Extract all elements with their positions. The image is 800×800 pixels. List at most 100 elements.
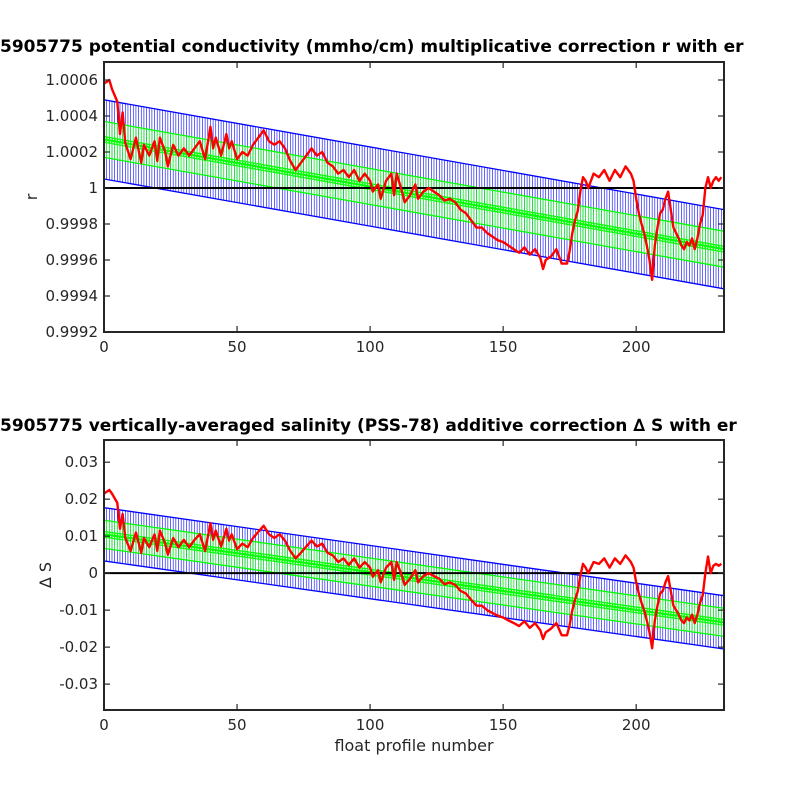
conductivity-fit-marker: [347, 179, 356, 187]
conductivity-fit-marker: [701, 242, 709, 250]
salinity-fit-marker: [406, 574, 414, 582]
conductivity-fit-marker: [592, 222, 600, 231]
salinity-plot-area: 0 50 100 150 200 -0.03 -0.02 -0.01 0 0.01 0.02 0.03: [59, 439, 725, 734]
conductivity-fit-marker: [262, 164, 270, 172]
conductivity-fit-marker: [486, 204, 494, 212]
conductivity-fit-marker: [520, 210, 529, 218]
conductivity-fit-marker: [576, 220, 584, 228]
salinity-fit-marker: [592, 600, 600, 608]
conductivity-fit-marker: [600, 224, 608, 232]
salinity-fit-marker: [635, 606, 643, 614]
salinity-fit-marker: [488, 585, 497, 594]
conductivity-fit-marker: [502, 206, 510, 215]
salinity-fit-marker: [257, 553, 265, 561]
conductivity-fit-marker: [185, 150, 193, 159]
salinity-fit-marker: [712, 617, 720, 625]
salinity-fit-marker: [321, 562, 329, 570]
salinity-fit-marker: [621, 604, 630, 612]
salinity-x-tick-label: 0: [99, 716, 109, 734]
conductivity-fit-marker: [425, 193, 433, 201]
salinity-fit-marker: [310, 560, 318, 568]
salinity-fit-marker: [587, 599, 595, 608]
conductivity-fit-marker: [217, 156, 225, 164]
conductivity-fit-marker: [339, 178, 348, 186]
conductivity-fit-marker: [467, 200, 475, 209]
conductivity-fit-marker: [582, 221, 590, 229]
salinity-fit-marker: [608, 602, 616, 611]
salinity-fit-marker: [238, 550, 246, 558]
salinity-fit-marker: [270, 554, 278, 563]
salinity-fit-marker: [715, 617, 723, 626]
conductivity-fit-marker: [270, 165, 278, 174]
conductivity-fit-marker: [342, 178, 350, 186]
salinity-fit-marker: [385, 571, 393, 579]
salinity-fit-marker: [193, 543, 201, 552]
conductivity-fit-marker: [531, 212, 539, 220]
salinity-fit-marker: [579, 598, 587, 606]
conductivity-fit-marker: [563, 217, 571, 225]
conductivity-x-tick-label: 150: [489, 338, 518, 356]
conductivity-fit-marker: [504, 207, 513, 215]
salinity-fit-marker: [305, 559, 313, 568]
conductivity-fit-marker: [220, 157, 228, 165]
salinity-fit-marker: [520, 590, 529, 598]
salinity-fit-marker: [358, 567, 366, 575]
conductivity-fit-marker: [321, 174, 329, 183]
conductivity-y-tick-label: 1.0006: [46, 71, 99, 89]
conductivity-fit-marker: [715, 244, 723, 252]
salinity-fit-marker: [624, 605, 632, 613]
salinity-fit-marker: [472, 583, 481, 591]
salinity-fit-marker: [645, 608, 654, 616]
salinity-fit-marker: [265, 554, 273, 562]
conductivity-y-tick-label: 0.9994: [46, 287, 99, 305]
conductivity-fit-marker: [315, 173, 324, 182]
conductivity-fit-marker: [560, 217, 568, 225]
salinity-fit-marker: [534, 592, 542, 600]
salinity-fit-marker: [480, 584, 489, 592]
conductivity-data-layer: [104, 78, 724, 290]
salinity-fit-marker: [252, 552, 260, 560]
salinity-fit-marker: [281, 556, 289, 564]
conductivity-fit-marker: [448, 197, 457, 205]
conductivity-fit-marker: [587, 222, 595, 230]
conductivity-error-upper-envelope: [104, 99, 724, 211]
salinity-fit-marker: [323, 562, 332, 570]
conductivity-fit-marker: [265, 165, 273, 173]
salinity-fit-marker: [313, 560, 321, 569]
salinity-fit-marker: [597, 601, 606, 609]
salinity-fit-marker: [664, 610, 672, 619]
salinity-fit-marker: [459, 581, 467, 589]
conductivity-fit-marker: [225, 157, 233, 166]
salinity-x-tick-label: 100: [356, 716, 385, 734]
conductivity-fit-marker: [318, 174, 326, 182]
conductivity-y-tick-label: 0.9998: [46, 215, 99, 233]
salinity-fit-marker: [603, 602, 611, 610]
conductivity-fit-marker: [664, 235, 672, 243]
conductivity-fit-marker: [555, 216, 563, 224]
salinity-fit-marker: [425, 576, 433, 585]
conductivity-fit-marker: [228, 158, 236, 166]
salinity-fit-marker: [590, 600, 598, 608]
conductivity-fit-marker: [214, 156, 223, 164]
salinity-fit-marker: [190, 543, 199, 551]
conductivity-chart-title: 5905775 potential conductivity (mmho/cm)…: [0, 37, 744, 57]
conductivity-fit-marker: [595, 223, 603, 231]
salinity-fit-marker: [491, 586, 499, 594]
salinity-fit-marker: [582, 599, 590, 607]
salinity-error-upper-envelope: [104, 507, 724, 597]
conductivity-fit-marker: [334, 177, 342, 185]
conductivity-fit-marker: [645, 232, 654, 240]
conductivity-axes-box: [103, 61, 725, 333]
conductivity-fit-marker: [305, 172, 313, 180]
salinity-fit-marker: [361, 567, 369, 575]
salinity-fit-marker: [566, 596, 574, 605]
salinity-fit-marker: [659, 610, 667, 618]
salinity-fit-marker: [244, 551, 252, 559]
conductivity-fit-marker: [116, 138, 124, 146]
conductivity-fit-marker: [699, 241, 707, 250]
salinity-fit-marker: [707, 616, 715, 625]
conductivity-fit-marker: [385, 186, 393, 194]
salinity-fit-marker: [241, 550, 249, 558]
salinity-x-tick-label: 200: [622, 716, 651, 734]
conductivity-fit-marker: [608, 225, 616, 234]
